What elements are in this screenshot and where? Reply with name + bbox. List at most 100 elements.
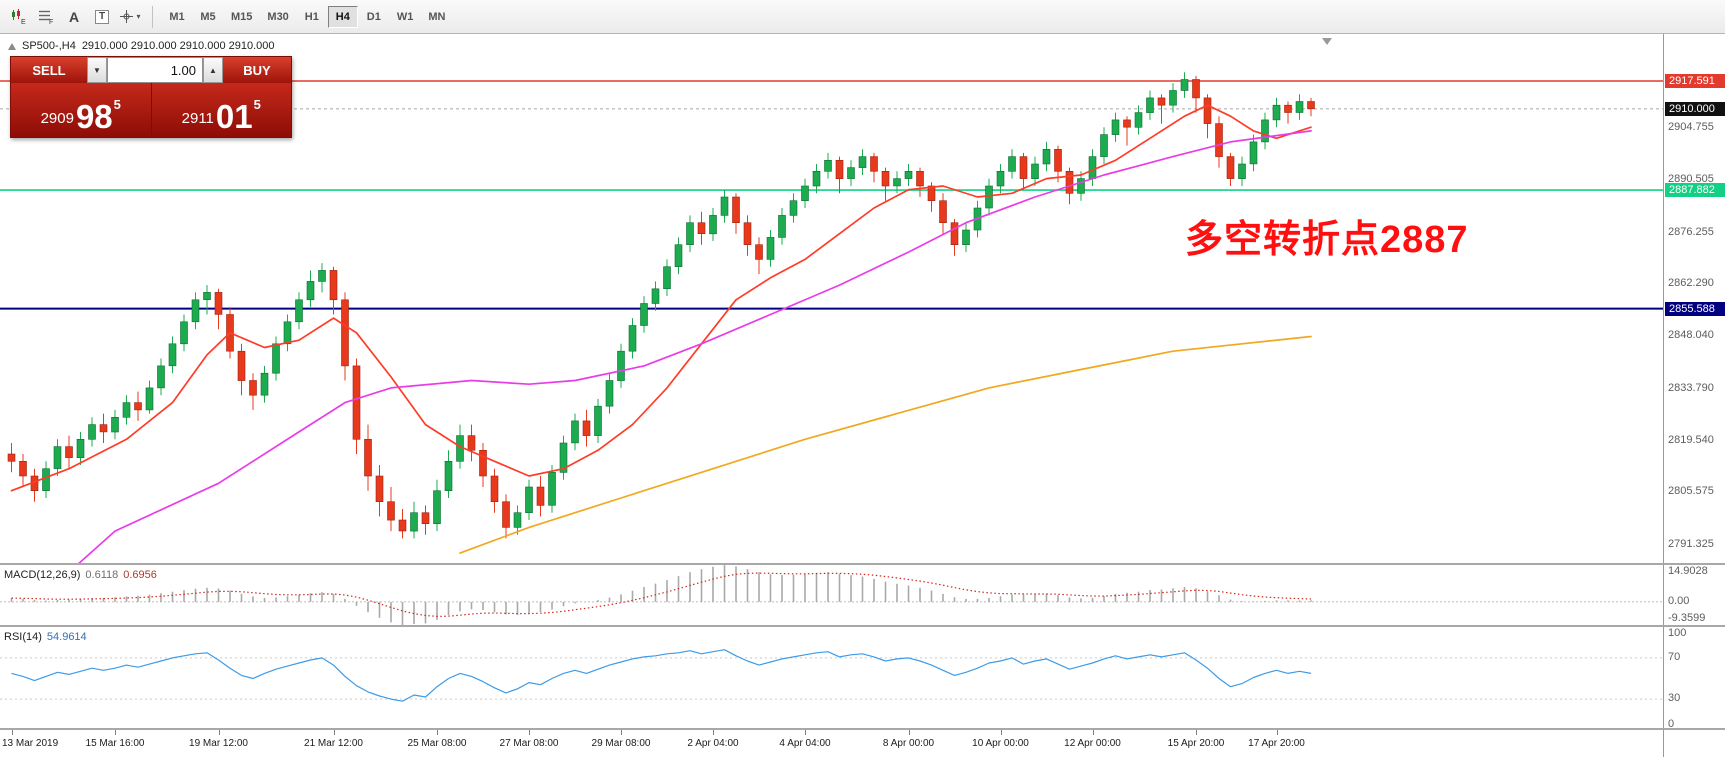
symbol-period-label: SP500-,H4 [22, 40, 76, 52]
buy-price-head: 2911 [181, 110, 214, 127]
lines-glyph: F [39, 10, 53, 25]
macd-signal-value: 0.6956 [123, 569, 157, 581]
one-click-trading-panel: SELL ▼ ▲ BUY 2909 98 5 2911 01 5 [10, 56, 292, 138]
time-axis-label: 15 Apr 20:00 [1167, 738, 1225, 749]
timeframe-h4[interactable]: H4 [327, 5, 358, 28]
time-axis-label: 19 Mar 12:00 [189, 738, 248, 749]
crosshair-tool-icon[interactable]: ▾ [117, 5, 143, 29]
time-axis-label: 4 Apr 04:00 [779, 738, 831, 749]
time-axis-label: 25 Mar 08:00 [407, 738, 467, 749]
buy-button[interactable]: BUY [223, 57, 291, 83]
macd-axis-label: 14.9028 [1668, 565, 1708, 577]
boxed-t-glyph: T [95, 9, 109, 24]
buy-price[interactable]: 2911 01 5 [152, 83, 292, 137]
price-axis-label: 2890.505 [1668, 173, 1714, 186]
time-axis-tick [621, 730, 622, 735]
price-level-tag: 2917.591 [1665, 74, 1725, 89]
svg-text:E: E [21, 19, 26, 25]
chart-e-icon[interactable]: E [5, 5, 31, 29]
buy-price-big: 01 [215, 97, 253, 135]
down-arrow-icon: ▼ [93, 65, 101, 75]
font-tool-icon[interactable]: A [61, 5, 87, 29]
time-axis-tick [529, 730, 530, 735]
time-axis-tick [1196, 730, 1197, 735]
price-axis-label: 2862.290 [1668, 277, 1714, 290]
timeframe-mn[interactable]: MN [421, 6, 452, 28]
time-axis-label: 27 Mar 08:00 [499, 738, 559, 749]
svg-text:F: F [49, 19, 53, 25]
time-axis-tick [805, 730, 806, 735]
price-axis-label: 2876.255 [1668, 225, 1714, 238]
macd-svg [0, 565, 1663, 625]
rsi-svg [0, 649, 1663, 702]
price-divider [150, 83, 152, 137]
timeframe-m30[interactable]: M30 [260, 6, 295, 28]
letter-a-glyph: A [68, 8, 80, 25]
timeframe-w1[interactable]: W1 [390, 6, 421, 28]
time-axis-label: 10 Apr 00:00 [972, 738, 1029, 749]
volume-input[interactable] [107, 57, 203, 83]
trade-prices-row: 2909 98 5 2911 01 5 [11, 83, 291, 137]
price-level-tag: 2910.000 [1665, 101, 1725, 116]
rsi-label: RSI(14) 54.9614 [4, 631, 87, 643]
time-axis-tick [908, 730, 910, 735]
timeframe-h1[interactable]: H1 [297, 6, 327, 28]
time-axis-label: 15 Mar 16:00 [85, 738, 145, 749]
candlestick-chart-glyph: E [12, 9, 26, 25]
volume-decrease-button[interactable]: ▼ [87, 57, 107, 83]
time-axis-label: 12 Apr 00:00 [1064, 738, 1121, 749]
rsi-panel-splitter[interactable] [0, 625, 1725, 627]
ohlc-values: 2910.000 2910.000 2910.000 2910.000 [81, 40, 275, 52]
price-axis-label: 2819.540 [1668, 433, 1714, 446]
time-axis-tick [218, 730, 220, 735]
chart-shift-marker-icon[interactable] [1322, 38, 1332, 45]
buy-price-sup: 5 [253, 97, 261, 112]
sell-button[interactable]: SELL [11, 57, 87, 83]
time-axis-tick [115, 730, 116, 735]
toolbar: E F A T ▾ M1 M5 M15 M30 H1 H4 D1 W1 MN [0, 0, 1725, 34]
macd-panel-splitter[interactable] [0, 563, 1725, 565]
macd-value: 0.6118 [85, 569, 119, 581]
timeframe-button-group: M1 M5 M15 M30 H1 H4 D1 W1 MN [162, 5, 452, 28]
timeframe-m5[interactable]: M5 [193, 6, 223, 28]
time-axis-tick [11, 730, 13, 735]
text-label-tool-icon[interactable]: T [89, 5, 115, 29]
sell-price-big: 98 [75, 97, 113, 135]
rsi-axis-label: 70 [1668, 650, 1681, 663]
time-axis-tick [1092, 730, 1094, 735]
rsi-value: 54.9614 [46, 631, 87, 643]
sell-price[interactable]: 2909 98 5 [11, 83, 151, 137]
rsi-axis-label: 100 [1668, 627, 1687, 639]
timeframe-m15[interactable]: M15 [224, 6, 259, 28]
rsi-axis-label: 30 [1668, 692, 1681, 705]
time-axis-label: 8 Apr 00:00 [882, 738, 935, 749]
sell-price-sup: 5 [113, 97, 121, 112]
price-axis-label: 2791.325 [1668, 537, 1714, 550]
time-axis-label: 29 Mar 08:00 [591, 738, 651, 749]
price-axis[interactable]: 2904.755 2890.505 2876.255 2862.290 2848.040… [1663, 34, 1725, 757]
price-level-tag: 2887.882 [1665, 183, 1725, 198]
time-axis-tick [437, 730, 438, 735]
timeframe-d1[interactable]: D1 [359, 6, 389, 28]
time-axis[interactable]: 13 Mar 2019 15 Mar 16:00 19 Mar 12:00 21 Ma… [0, 730, 1663, 757]
chevron-down-icon: ▾ [136, 12, 141, 21]
time-axis-label: 13 Mar 2019 [2, 738, 59, 749]
rsi-indicator-canvas[interactable] [0, 627, 1663, 730]
macd-axis-label: -9.3599 [1668, 612, 1706, 624]
list-f-icon[interactable]: F [33, 5, 59, 29]
volume-increase-button[interactable]: ▲ [203, 57, 223, 83]
macd-axis-label: 0.00 [1668, 594, 1690, 607]
one-click-toggle-icon[interactable] [8, 42, 16, 50]
toolbar-separator [152, 5, 153, 28]
macd-indicator-canvas[interactable] [0, 565, 1663, 625]
time-axis-label: 2 Apr 04:00 [687, 738, 739, 749]
time-axis-splitter [0, 728, 1725, 730]
macd-name: MACD(12,26,9) [4, 569, 81, 581]
sell-price-head: 2909 [40, 110, 74, 127]
chart-annotation: 多空转折点2887 [1185, 219, 1469, 261]
price-axis-label: 2848.040 [1668, 329, 1714, 342]
timeframe-m1[interactable]: M1 [162, 6, 192, 28]
price-level-tag: 2855.588 [1665, 301, 1725, 316]
price-axis-label: 2833.790 [1668, 381, 1714, 394]
